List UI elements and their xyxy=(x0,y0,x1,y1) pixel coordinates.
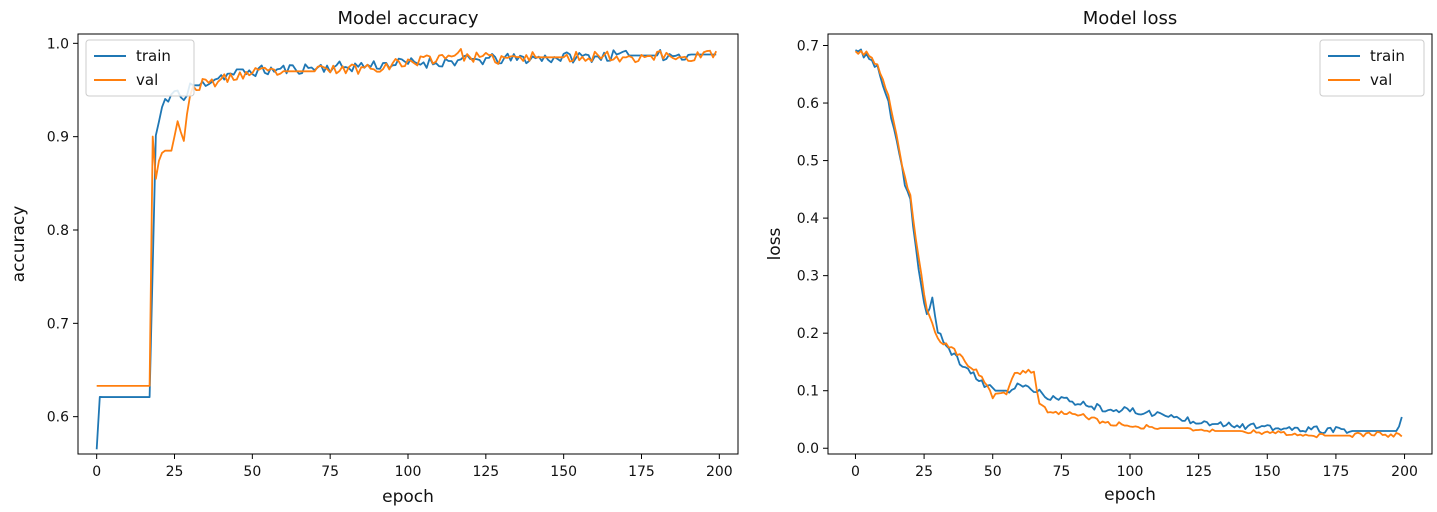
loss-plot-frame xyxy=(827,33,1433,455)
accuracy-x-tick-label: 50 xyxy=(243,464,261,480)
loss-series-train-line xyxy=(855,48,1403,435)
accuracy-x-tick-label: 100 xyxy=(395,464,422,480)
accuracy-y-tick-label: 0.7 xyxy=(47,316,69,332)
loss-y-tick-label: 0.1 xyxy=(797,384,819,400)
loss-chart-title: Model loss xyxy=(1083,8,1178,29)
loss-y-tick-label: 0.7 xyxy=(797,39,819,55)
loss-y-tick-label: 0.5 xyxy=(797,154,819,170)
loss-x-tick-label: 150 xyxy=(1254,464,1281,480)
loss-x-tick-label: 175 xyxy=(1323,464,1350,480)
loss-legend-train-label: train xyxy=(1370,47,1405,65)
loss-x-tick-label: 75 xyxy=(1052,464,1070,480)
accuracy-y-tick-label: 0.9 xyxy=(47,130,69,146)
accuracy-x-tick-label: 0 xyxy=(92,464,101,480)
accuracy-x-tick-label: 200 xyxy=(706,464,733,480)
loss-chart: Model loss 0 25 50 75 100 125 150 175 200 0.0 0.1… xyxy=(765,8,1433,505)
accuracy-y-tick-label: 0.8 xyxy=(47,223,69,239)
loss-x-label: epoch xyxy=(1104,485,1156,505)
loss-x-tick-label: 25 xyxy=(915,464,933,480)
accuracy-chart-title: Model accuracy xyxy=(338,8,479,29)
accuracy-legend-val-label: val xyxy=(136,71,158,89)
accuracy-series-train-line xyxy=(95,49,717,450)
accuracy-legend-box xyxy=(85,39,195,97)
loss-x-tick-label: 100 xyxy=(1117,464,1144,480)
loss-legend: train val xyxy=(1319,39,1425,97)
loss-y-label: loss xyxy=(765,227,785,260)
accuracy-x-tick-label: 75 xyxy=(321,464,339,480)
loss-y-tick-label: 0.2 xyxy=(797,326,819,342)
accuracy-y-tick-label: 1.0 xyxy=(47,36,69,52)
loss-y-tick-label: 0.4 xyxy=(797,211,819,227)
accuracy-legend: train val xyxy=(85,39,195,97)
accuracy-y-tick-label: 0.6 xyxy=(47,410,69,426)
loss-y-tick-label: 0.0 xyxy=(797,441,819,457)
loss-x-tick-label: 200 xyxy=(1391,464,1418,480)
accuracy-plot-frame xyxy=(77,33,739,455)
loss-x-tick-label: 125 xyxy=(1185,464,1212,480)
loss-series-val-line xyxy=(854,50,1403,439)
loss-legend-val-label: val xyxy=(1370,71,1392,89)
accuracy-chart: Model accuracy 0 25 50 75 100 125 150 175 200 0.… xyxy=(9,8,739,507)
accuracy-x-tick-label: 125 xyxy=(472,464,499,480)
loss-y-tick-label: 0.3 xyxy=(797,269,819,285)
loss-x-tick-label: 50 xyxy=(984,464,1002,480)
accuracy-x-tick-label: 175 xyxy=(628,464,655,480)
accuracy-series-val-line xyxy=(96,48,718,387)
loss-legend-box xyxy=(1319,39,1425,97)
loss-y-tick-label: 0.6 xyxy=(797,96,819,112)
accuracy-legend-train-label: train xyxy=(136,47,171,65)
accuracy-x-tick-label: 25 xyxy=(166,464,184,480)
accuracy-x-tick-label: 150 xyxy=(550,464,577,480)
accuracy-y-label: accuracy xyxy=(9,206,29,283)
accuracy-x-label: epoch xyxy=(382,487,434,507)
loss-x-tick-label: 0 xyxy=(851,464,860,480)
